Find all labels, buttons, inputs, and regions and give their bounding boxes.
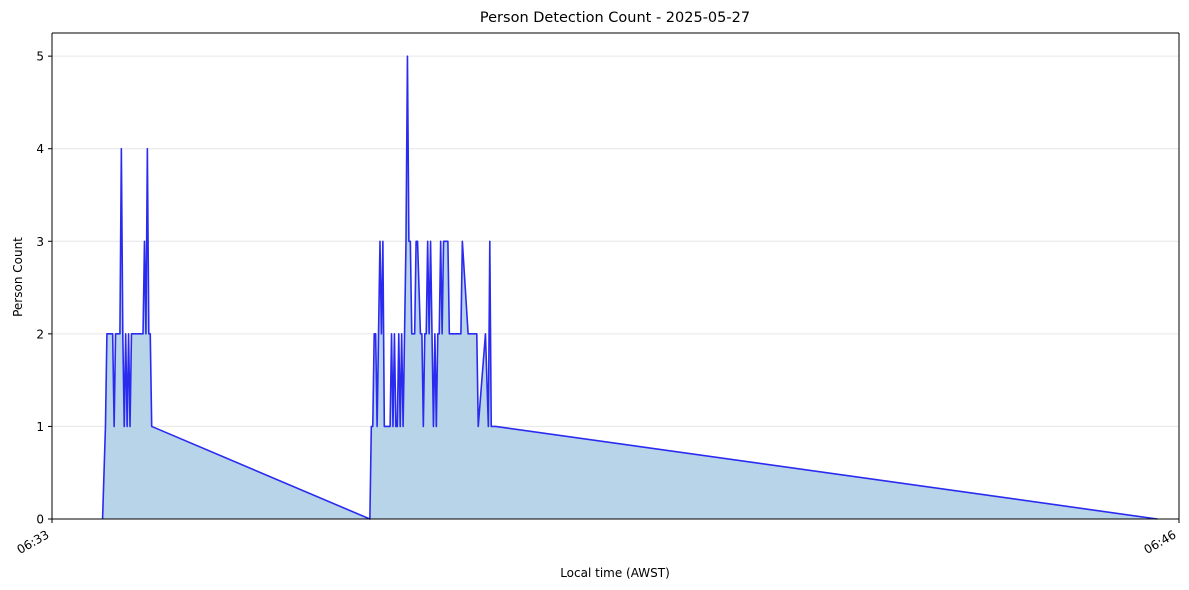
y-tick-label: 1 [36,420,44,434]
series-fill [102,56,1158,519]
y-tick-label: 4 [36,142,44,156]
x-tick-label: 06:33 [15,527,52,556]
y-axis-label: Person Count [11,237,25,317]
grid-lines [52,55,1179,427]
axes [51,32,1180,520]
y-tick-label: 5 [36,50,44,64]
y-tick-label: 0 [36,513,44,527]
y-tick-label: 2 [36,327,44,341]
chart-title: Person Detection Count - 2025-05-27 [480,10,750,26]
series-area [101,55,1158,520]
x-axis-label: Local time (AWST) [560,566,670,580]
y-axis-ticks: 0 1 2 3 4 5 [36,50,52,527]
series-line [101,55,1158,520]
y-tick-label: 3 [36,235,44,249]
x-tick-label: 06:46 [1142,527,1179,556]
x-axis-ticks: 06:33 06:46 [15,519,1180,557]
